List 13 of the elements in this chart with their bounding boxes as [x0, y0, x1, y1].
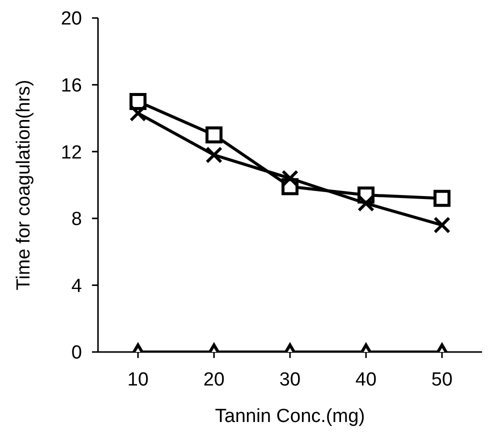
x-tick-label: 40 [355, 369, 377, 390]
x-tick-label: 10 [127, 369, 149, 390]
y-tick-label: 12 [60, 142, 82, 164]
y-axis-title: Time for coagulation(hrs) [14, 80, 35, 290]
x-tick-label: 30 [279, 369, 301, 390]
y-tick-label: 4 [71, 276, 82, 297]
y-tick-label: 20 [60, 8, 82, 30]
y-tick-label: 0 [71, 342, 82, 364]
x-tick-label: 20 [203, 369, 225, 390]
y-tick-label: 8 [71, 209, 82, 230]
y-tick-label: 16 [60, 76, 82, 97]
x-tick-label: 50 [431, 369, 453, 390]
x-axis-title: Tannin Conc.(mg) [215, 406, 365, 427]
